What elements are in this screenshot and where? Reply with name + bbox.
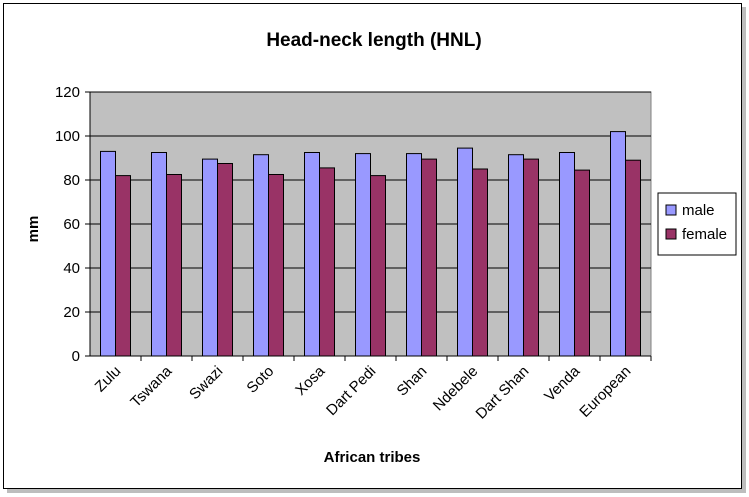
x-tick-label: Ndebele	[430, 363, 482, 415]
bar-male	[355, 153, 371, 357]
y-tick-label: 80	[63, 172, 80, 189]
bar-female	[472, 168, 488, 357]
x-tick-label: Dart Shan	[473, 363, 533, 423]
y-tick-label: 0	[72, 348, 80, 365]
x-tick-label: European	[576, 363, 634, 421]
chart-frame: Head-neck length (HNL) mm African tribes…	[3, 3, 742, 489]
bar-female	[217, 163, 233, 357]
x-tick-label: Tswana	[127, 362, 175, 410]
chart-title: Head-neck length (HNL)	[266, 30, 481, 51]
bar-male	[202, 158, 218, 357]
bar-male	[253, 154, 269, 357]
x-tick-label: Venda	[541, 362, 584, 405]
x-tick-label: Dart Pedi	[323, 363, 379, 419]
x-tick-label: Swazi	[186, 363, 226, 403]
bar-female	[268, 174, 284, 357]
legend-swatch-male	[665, 204, 677, 216]
x-tick-label: Zulu	[92, 363, 125, 396]
bar-male	[406, 153, 422, 357]
x-tick-label: Soto	[243, 363, 277, 397]
bar-male	[457, 147, 473, 357]
bar-chart: Head-neck length (HNL) mm African tribes…	[25, 30, 737, 466]
y-tick-label: 60	[63, 216, 80, 233]
y-axis-label: mm	[25, 216, 42, 243]
bar-female	[115, 175, 131, 357]
bar-male	[151, 152, 167, 357]
x-tick-label: Xosa	[292, 362, 329, 399]
bar-female	[370, 175, 386, 357]
bar-male	[100, 150, 116, 357]
bar-male	[508, 154, 524, 357]
bar-female	[523, 158, 539, 357]
bar-female	[319, 167, 335, 357]
bar-female	[421, 158, 437, 357]
legend: male female	[657, 192, 737, 256]
bar-female	[625, 159, 641, 357]
bar-male	[610, 131, 626, 357]
y-tick-label: 20	[63, 304, 80, 321]
legend-label-male: male	[682, 202, 715, 219]
y-tick-label: 120	[55, 84, 80, 101]
legend-swatch-female	[665, 228, 677, 240]
legend-label-female: female	[682, 226, 727, 243]
bar-male	[304, 152, 320, 357]
y-tick-label: 100	[55, 128, 80, 145]
bar-female	[574, 169, 590, 357]
bar-male	[559, 152, 575, 357]
x-axis-label: African tribes	[324, 449, 421, 466]
legend-box	[657, 192, 737, 256]
bar-female	[166, 174, 182, 357]
y-tick-label: 40	[63, 260, 80, 277]
x-tick-label: Shan	[394, 363, 431, 400]
